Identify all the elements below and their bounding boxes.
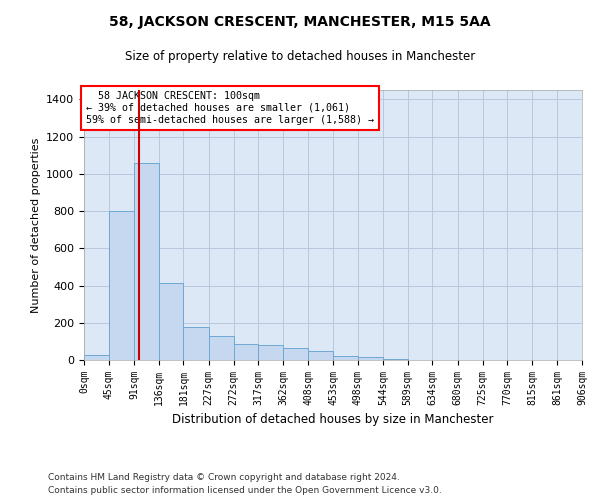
Text: 58 JACKSON CRESCENT: 100sqm
← 39% of detached houses are smaller (1,061)
59% of : 58 JACKSON CRESCENT: 100sqm ← 39% of det… [86,92,374,124]
Bar [109,211,134,360]
Bar [283,348,308,360]
Y-axis label: Number of detached properties: Number of detached properties [31,138,41,312]
Bar [159,282,184,360]
Text: Size of property relative to detached houses in Manchester: Size of property relative to detached ho… [125,50,475,63]
Bar [209,336,233,360]
Text: 58, JACKSON CRESCENT, MANCHESTER, M15 5AA: 58, JACKSON CRESCENT, MANCHESTER, M15 5A… [109,15,491,29]
Bar [134,162,159,360]
Bar [333,356,358,360]
Bar [184,328,209,360]
X-axis label: Distribution of detached houses by size in Manchester: Distribution of detached houses by size … [172,414,494,426]
Bar [383,359,408,360]
Text: Contains public sector information licensed under the Open Government Licence v3: Contains public sector information licen… [48,486,442,495]
Bar [233,344,258,360]
Bar [358,358,383,360]
Bar [258,344,283,360]
Bar [308,351,333,360]
Bar [84,355,109,360]
Text: Contains HM Land Registry data © Crown copyright and database right 2024.: Contains HM Land Registry data © Crown c… [48,474,400,482]
